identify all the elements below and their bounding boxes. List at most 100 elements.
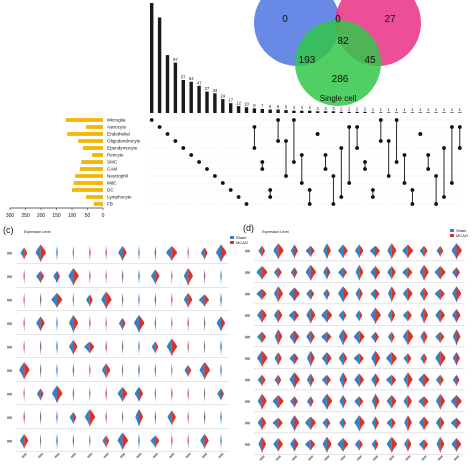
violin-half-sham	[371, 439, 376, 451]
violin-half-sham	[258, 436, 263, 454]
violin-half-mcao	[24, 386, 25, 403]
violin-half-mcao	[221, 363, 222, 379]
legend-swatch-sham	[230, 236, 234, 239]
intersection-bar	[387, 112, 391, 113]
intersection-bar-label: 1	[459, 107, 462, 112]
set-name-labels: Microglia Astrocyte Endothelial Oligodendro…	[107, 118, 141, 207]
violin-half-sham	[220, 339, 221, 356]
violin-half-mcao	[391, 417, 396, 430]
violin-half-mcao	[24, 247, 28, 260]
set-name-label: DC	[107, 188, 114, 193]
matrix-dot	[378, 139, 383, 143]
violin-half-sham	[39, 292, 41, 309]
violin-half-mcao	[391, 331, 395, 344]
set-axis-tick-label: 150	[52, 213, 61, 219]
violin-half-mcao	[204, 316, 206, 332]
violin-half-mcao	[456, 417, 461, 430]
violin-half-mcao	[262, 350, 268, 368]
matrix-dot	[434, 174, 438, 178]
violin-column-label	[372, 455, 379, 461]
violin-half-sham	[435, 331, 441, 344]
violin-half-mcao	[171, 245, 178, 262]
violin-half-mcao	[122, 317, 126, 331]
matrix-dot	[347, 181, 352, 185]
violin-half-sham	[371, 393, 376, 411]
violin-half-sham	[187, 410, 189, 426]
matrix-dot	[410, 188, 415, 192]
violin-half-mcao	[262, 309, 267, 323]
violin-half-sham	[134, 315, 139, 333]
violin-half-sham	[257, 393, 263, 411]
intersection-bar-label: 1	[435, 107, 438, 112]
violin-half-mcao	[456, 395, 462, 409]
violin-row-label	[245, 271, 250, 274]
set-name-label: FB	[107, 202, 113, 207]
matrix-dot	[457, 125, 462, 129]
violin-half-mcao	[57, 410, 58, 426]
intersection-bar	[268, 109, 272, 113]
violin-half-sham	[371, 416, 376, 431]
violin-half-mcao	[424, 373, 430, 388]
violin-half-mcao	[343, 372, 347, 389]
violin-half-sham	[84, 341, 90, 354]
violin-column-label	[421, 455, 427, 461]
violin-half-mcao	[310, 264, 316, 282]
violin-half-mcao	[343, 244, 348, 259]
set-axis-tick-label: 200	[37, 213, 46, 219]
violin-half-mcao	[424, 353, 427, 365]
intersection-bar	[323, 111, 328, 113]
violin-half-sham	[452, 309, 457, 323]
violin-half-mcao	[440, 309, 445, 323]
intersection-bar-label: 2	[340, 106, 343, 111]
matrix-dot	[386, 139, 391, 143]
violin-half-sham	[154, 386, 156, 403]
violin-half-mcao	[89, 245, 91, 262]
violin-half-mcao	[278, 309, 283, 323]
violin-half-sham	[386, 417, 392, 430]
set-size-bar	[92, 153, 103, 157]
violin-half-mcao	[456, 286, 462, 303]
intersection-bar	[300, 110, 304, 113]
matrix-dot	[347, 125, 352, 129]
violin-half-mcao	[424, 439, 428, 451]
violin-column-label	[168, 452, 175, 459]
violin-half-sham	[89, 386, 90, 403]
violin-half-sham	[171, 316, 172, 332]
violin-half-sham	[89, 363, 90, 379]
violin-half-sham	[56, 410, 57, 426]
violin-half-mcao	[73, 386, 75, 403]
violin-half-sham	[289, 310, 295, 322]
violin-half-sham	[402, 267, 408, 279]
violin-half-sham	[105, 339, 107, 356]
violin-half-mcao	[456, 243, 462, 260]
violin-half-sham	[86, 294, 90, 307]
violin-half-mcao	[89, 409, 96, 427]
violin-half-mcao	[262, 436, 266, 454]
violin-half-mcao	[122, 245, 127, 262]
violin-half-sham	[121, 339, 123, 356]
violin-half-sham	[387, 266, 392, 280]
violin-half-sham	[289, 353, 295, 365]
violin-half-mcao	[424, 396, 429, 408]
violin-column-label	[86, 452, 93, 459]
violin-half-mcao	[73, 268, 79, 286]
violin-half-mcao	[456, 374, 460, 387]
violin-column-label	[185, 452, 192, 459]
matrix-dot	[181, 146, 186, 150]
venn-circle-green	[295, 20, 381, 106]
violin-half-sham	[274, 329, 279, 346]
violin-half-sham	[39, 363, 41, 379]
violin-row-label	[245, 292, 250, 296]
violin-half-sham	[338, 352, 344, 366]
violin-half-mcao	[171, 410, 176, 426]
violin-half-sham	[171, 433, 172, 450]
violin-row-label	[245, 357, 250, 360]
set-name-label: Oligodendrocyte	[107, 139, 141, 144]
violin-half-sham	[105, 386, 107, 403]
violin-half-mcao	[375, 393, 380, 411]
panel-d-label: (d)	[243, 223, 254, 233]
violin-half-mcao	[278, 374, 282, 387]
violin-half-sham	[322, 374, 327, 387]
